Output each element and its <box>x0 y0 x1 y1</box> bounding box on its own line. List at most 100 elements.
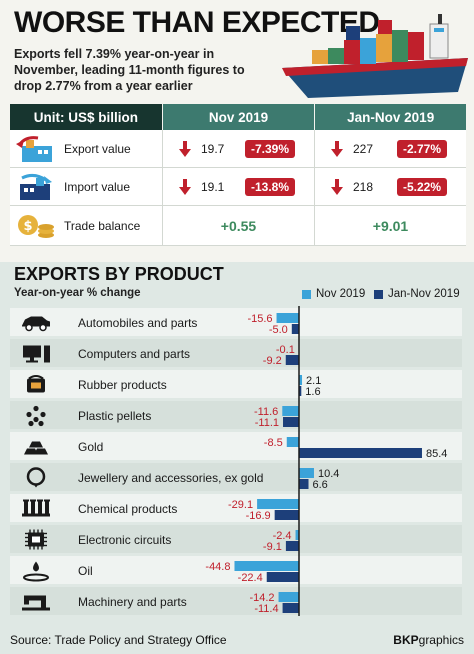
coins-icon: $ <box>18 214 54 238</box>
data-label-ytd: -9.1 <box>263 541 282 553</box>
row-label: Trade balance <box>64 218 141 233</box>
down-arrow-icon <box>331 178 343 195</box>
table-row-balance: $ Trade balance +0.55 +9.01 <box>10 206 466 246</box>
data-label-ytd: -22.4 <box>238 572 263 584</box>
headline: WORSE THAN EXPECTED <box>14 6 380 39</box>
legend-swatch <box>302 289 311 299</box>
ytd-change-badge: -5.22% <box>397 177 448 196</box>
data-label-ytd: -9.2 <box>263 355 282 367</box>
import-icon <box>20 173 52 200</box>
bar-ytd <box>285 355 299 365</box>
category-label: Rubber products <box>78 378 167 392</box>
legend-swatch <box>374 289 383 299</box>
category-label: Plastic pellets <box>78 409 151 423</box>
category-label: Gold <box>78 440 103 454</box>
bar-ytd <box>266 572 299 582</box>
chart-row: Jewellery and accessories, ex gold 10.46.… <box>10 463 462 491</box>
export-icon <box>16 135 52 162</box>
row-band <box>10 525 462 553</box>
circuit-icon <box>25 529 47 550</box>
brand-rest: graphics <box>418 633 464 647</box>
legend-ytd: Jan-Nov 2019 <box>374 288 460 300</box>
row-band <box>10 587 462 615</box>
chart-row: Oil -44.8 -22.4 <box>10 556 462 584</box>
bar-ytd <box>299 479 309 489</box>
bar-ytd <box>291 324 299 334</box>
bar-nov <box>234 561 299 571</box>
col-ytd-header: Jan-Nov 2019 <box>315 104 467 130</box>
table-row-import: Import value 19.1 -13.8% 218 -5.22% <box>10 168 466 206</box>
nov-balance: +0.55 <box>220 217 257 234</box>
data-label-nov: -0.1 <box>276 344 295 356</box>
data-label-nov: -2.4 <box>273 530 292 542</box>
rubber-icon <box>27 375 45 393</box>
chart-row: Plastic pellets -11.6-11.1 <box>10 401 462 429</box>
row-band <box>10 308 462 336</box>
nov-value: 19.1 <box>201 179 225 194</box>
unit-label: Unit: US$ billion <box>10 104 162 130</box>
oil-icon <box>23 561 49 582</box>
ytd-value: 227 <box>353 141 374 156</box>
data-label-nov: -14.2 <box>249 592 274 604</box>
category-label: Automobiles and parts <box>78 316 197 330</box>
down-arrow-icon <box>331 140 343 157</box>
bar-ytd <box>285 541 299 551</box>
gold-icon <box>24 441 48 455</box>
brand-bold: BKP <box>393 633 419 647</box>
data-label-ytd: -16.9 <box>246 510 271 522</box>
chart-row: Chemical products -29.1-16.9 <box>10 494 462 522</box>
bar-ytd <box>274 510 299 520</box>
ytd-balance: +9.01 <box>372 217 409 234</box>
table-header: Unit: US$ billion Nov 2019 Jan-Nov 2019 <box>10 104 467 130</box>
data-label-nov: -15.6 <box>247 313 272 325</box>
legend-nov: Nov 2019 <box>302 288 365 300</box>
category-label: Machinery and parts <box>78 595 187 609</box>
computer-icon <box>23 345 50 363</box>
data-label-ytd: 85.4 <box>426 448 447 460</box>
row-label: Import value <box>64 179 131 194</box>
bar-ytd <box>282 603 299 613</box>
jewellery-icon <box>26 467 46 488</box>
row-band <box>10 494 462 522</box>
bar-nov <box>295 530 299 540</box>
chart-row: Electronic circuits -2.4-9.1 <box>10 525 462 553</box>
category-label: Oil <box>78 564 93 578</box>
subheadline: Exports fell 7.39% year-on-year in Novem… <box>14 47 245 93</box>
chart-title: EXPORTS BY PRODUCT <box>14 264 224 284</box>
sewing-machine-icon <box>22 595 50 611</box>
bar-nov <box>299 468 314 478</box>
bar-nov <box>276 313 299 323</box>
trade-summary-table: Unit: US$ billion Nov 2019 Jan-Nov 2019 … <box>10 104 467 246</box>
data-label-nov: 10.4 <box>318 468 339 480</box>
source-note: Source: Trade Policy and Strategy Office <box>10 633 227 647</box>
chart-row: Automobiles and parts -15.6-5.0 <box>10 308 462 336</box>
exports-by-product-chart: Automobiles and parts -15.6-5.0 Computers … <box>10 306 462 616</box>
bar-nov <box>286 437 299 447</box>
data-label-ytd: -5.0 <box>269 324 288 336</box>
data-label-ytd: -11.1 <box>255 417 279 429</box>
legend-label: Jan-Nov 2019 <box>388 288 460 300</box>
row-band <box>10 370 462 398</box>
nov-change-badge: -13.8% <box>245 177 296 196</box>
data-label-nov: -8.5 <box>264 437 283 449</box>
bar-ytd <box>299 386 302 396</box>
table-row-export: Export value 19.7 -7.39% 227 -2.77% <box>10 130 466 168</box>
row-band <box>10 401 462 429</box>
legend-label: Nov 2019 <box>316 288 366 300</box>
chart-subtitle: Year-on-year % change <box>14 287 141 299</box>
down-arrow-icon <box>179 178 191 195</box>
data-label-ytd: 6.6 <box>313 479 328 491</box>
chart-row: Machinery and parts -14.2-11.4 <box>10 587 462 615</box>
down-arrow-icon <box>179 140 191 157</box>
category-label: Jewellery and accessories, ex gold <box>78 471 263 485</box>
pellets-icon <box>26 405 46 427</box>
category-label: Chemical products <box>78 502 177 516</box>
bar-nov <box>299 375 303 385</box>
svg-text:$: $ <box>23 219 32 234</box>
category-label: Electronic circuits <box>78 533 171 547</box>
row-band <box>10 339 462 367</box>
data-label-nov: -44.8 <box>205 561 230 573</box>
bar-nov <box>257 499 299 509</box>
car-icon <box>22 316 50 332</box>
chemical-icon <box>22 499 50 517</box>
